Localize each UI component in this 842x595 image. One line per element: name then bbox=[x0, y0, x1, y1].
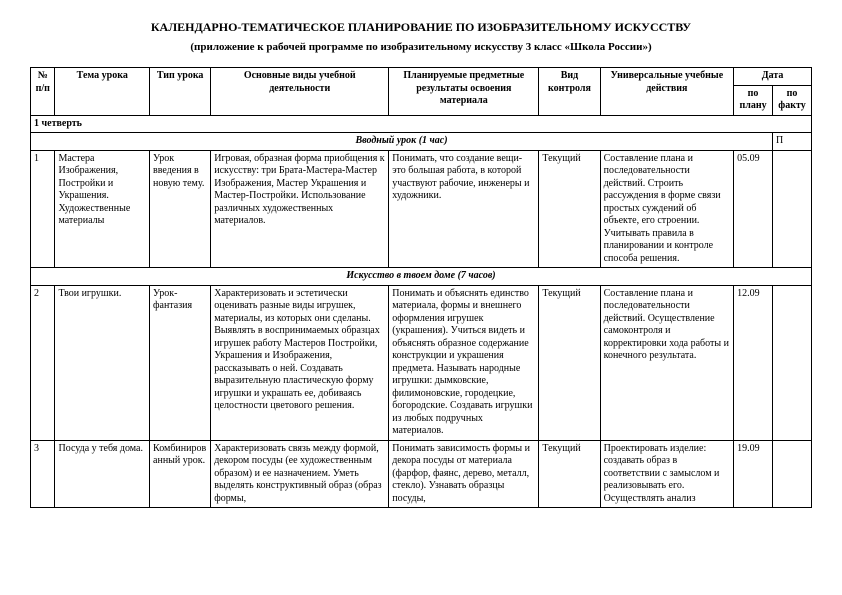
cell-date-fact bbox=[773, 150, 812, 268]
page-subtitle: (приложение к рабочей программе по изобр… bbox=[30, 41, 812, 53]
cell-date-fact bbox=[773, 285, 812, 440]
cell-uud: Проектировать изделие: создавать образ в… bbox=[600, 440, 734, 508]
header-date-plan: по плану bbox=[734, 85, 773, 115]
cell-activities: Характеризовать и эстетически оценивать … bbox=[211, 285, 389, 440]
section-intro: Вводный урок (1 час) bbox=[31, 133, 773, 151]
section-art: Искусство в твоем доме (7 часов) bbox=[31, 268, 812, 286]
cell-results: Понимать зависимость формы и декора посу… bbox=[389, 440, 539, 508]
cell-num: 3 bbox=[31, 440, 55, 508]
header-topic: Тема урока bbox=[55, 68, 150, 116]
header-uud: Универсальные учебные действия bbox=[600, 68, 734, 116]
cell-uud: Составление плана и последовательности д… bbox=[600, 285, 734, 440]
cell-date-plan: 05.09 bbox=[734, 150, 773, 268]
cell-date-plan: 12.09 bbox=[734, 285, 773, 440]
table-row: 1 Мастера Изображения, Постройки и Украш… bbox=[31, 150, 812, 268]
cell-topic: Мастера Изображения, Постройки и Украшен… bbox=[55, 150, 150, 268]
cell-date-plan: 19.09 bbox=[734, 440, 773, 508]
cell-control: Текущий bbox=[539, 285, 600, 440]
cell-uud: Составление плана и последовательности д… bbox=[600, 150, 734, 268]
quarter-label: 1 четверть bbox=[31, 115, 812, 133]
cell-results: Понимать и объяснять единство материала,… bbox=[389, 285, 539, 440]
cell-results: Понимать, что создание вещи-это большая … bbox=[389, 150, 539, 268]
cell-topic: Посуда у тебя дома. bbox=[55, 440, 150, 508]
header-date: Дата bbox=[734, 68, 812, 86]
header-num: № п/п bbox=[31, 68, 55, 116]
header-type: Тип урока bbox=[150, 68, 211, 116]
header-results: Планируемые предметные результаты освоен… bbox=[389, 68, 539, 116]
cell-num: 1 bbox=[31, 150, 55, 268]
cell-date-fact bbox=[773, 440, 812, 508]
cell-control: Текущий bbox=[539, 440, 600, 508]
table-row: 3 Посуда у тебя дома. Комбинированный ур… bbox=[31, 440, 812, 508]
cell-control: Текущий bbox=[539, 150, 600, 268]
header-date-fact: по факту bbox=[773, 85, 812, 115]
page-title: КАЛЕНДАРНО-ТЕМАТИЧЕСКОЕ ПЛАНИРОВАНИЕ ПО … bbox=[30, 20, 812, 35]
cell-topic: Твои игрушки. bbox=[55, 285, 150, 440]
cell-activities: Характеризовать связь между формой, деко… bbox=[211, 440, 389, 508]
cell-type: Урок-фантазия bbox=[150, 285, 211, 440]
cell-type: Комбинированный урок. bbox=[150, 440, 211, 508]
cell-type: Урок введения в новую тему. bbox=[150, 150, 211, 268]
header-activities: Основные виды учебной деятельности bbox=[211, 68, 389, 116]
planning-table: № п/п Тема урока Тип урока Основные виды… bbox=[30, 67, 812, 508]
table-row: 2 Твои игрушки. Урок-фантазия Характериз… bbox=[31, 285, 812, 440]
cell-num: 2 bbox=[31, 285, 55, 440]
cell-activities: Игровая, образная форма приобщения к иск… bbox=[211, 150, 389, 268]
header-control: Вид контроля bbox=[539, 68, 600, 116]
section-intro-right: П bbox=[773, 133, 812, 151]
